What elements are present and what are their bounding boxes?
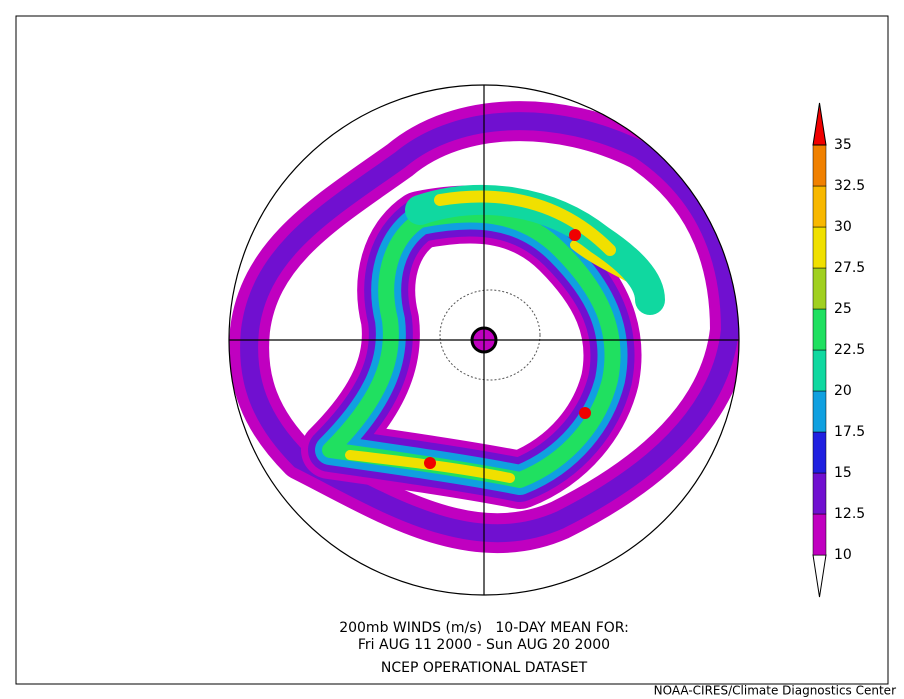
colorbar-segment <box>812 349 827 392</box>
colorbar-label: 17.5 <box>834 424 865 440</box>
colorbar-segment <box>812 472 827 515</box>
colorbar-label: 12.5 <box>834 506 865 522</box>
colorbar-label: 20 <box>834 383 852 399</box>
colorbar-segment <box>812 185 827 228</box>
colorbar-segment <box>812 308 827 351</box>
map <box>229 85 739 595</box>
caption-line: NCEP OPERATIONAL DATASET <box>381 660 588 676</box>
colorbar-segment <box>812 390 827 433</box>
colorbar-label: 25 <box>834 301 852 317</box>
colorbar-label: 30 <box>834 219 852 235</box>
caption-line: 200mb WINDS (m/s) 10-DAY MEAN FOR: <box>339 620 629 636</box>
colorbar-label: 22.5 <box>834 342 865 358</box>
credit: NOAA-CIRES/Climate Diagnostics Center <box>654 684 896 698</box>
jet-max <box>579 407 591 419</box>
colorbar-segment <box>812 267 827 310</box>
colorbar-segment <box>812 513 827 556</box>
colorbar-label: 27.5 <box>834 260 865 276</box>
jet-max <box>569 229 581 241</box>
colorbar-segment <box>812 144 827 187</box>
colorbar-label: 15 <box>834 465 852 481</box>
colorbar-over <box>812 102 827 146</box>
colorbar-label: 10 <box>834 547 852 563</box>
wind-band <box>322 206 621 488</box>
jet-max <box>424 457 436 469</box>
colorbar: 10 12.5 15 17.5 20 22.5 25 27.5 30 32.5 35 <box>812 102 865 598</box>
colorbar-label: 35 <box>834 137 852 153</box>
wind-band <box>434 190 616 256</box>
polar-vectors <box>439 289 541 381</box>
colorbar-label: 32.5 <box>834 178 865 194</box>
colorbar-segment <box>812 431 827 474</box>
caption-line: Fri AUG 11 2000 - Sun AUG 20 2000 <box>358 637 610 653</box>
colorbar-segment <box>812 226 827 269</box>
map-boundary <box>228 84 740 596</box>
